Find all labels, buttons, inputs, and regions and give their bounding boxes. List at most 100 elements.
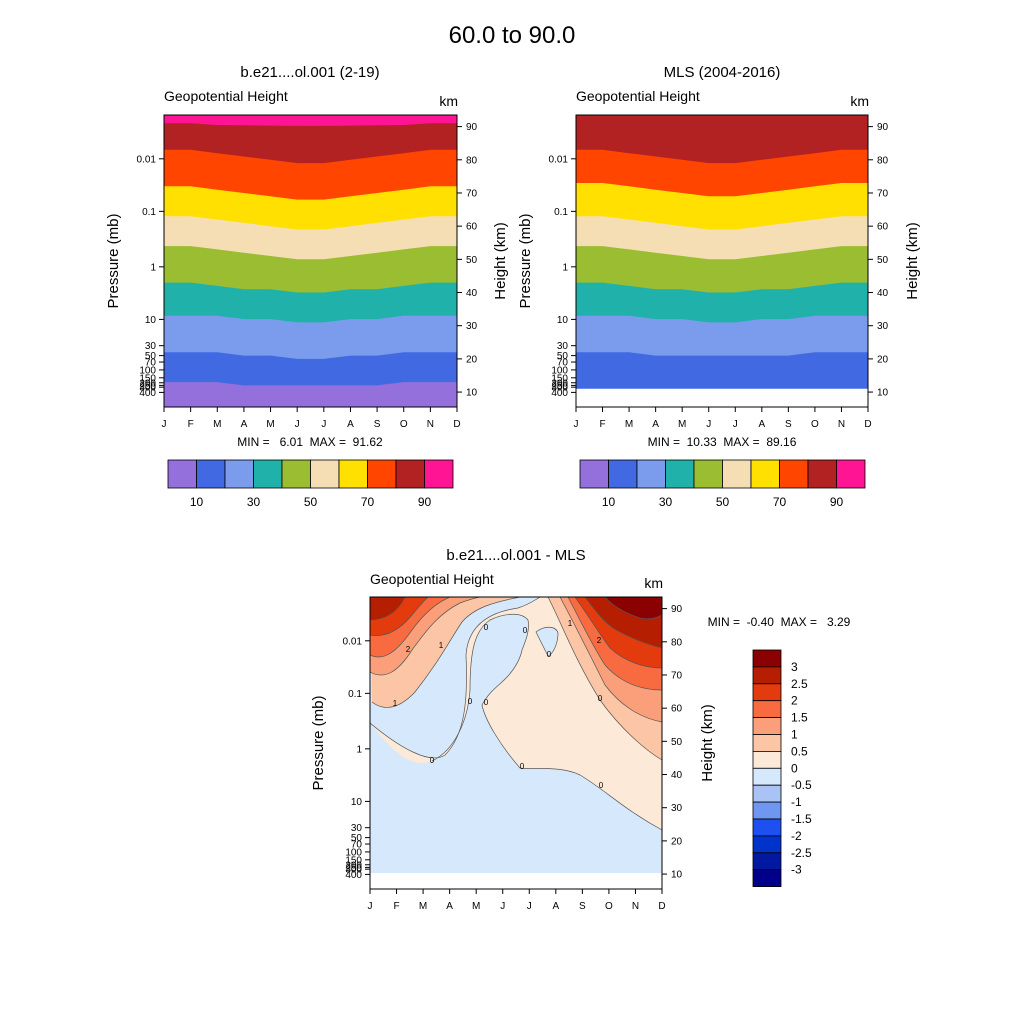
- y-tick-label: 30: [557, 341, 569, 352]
- contour-line: [567, 597, 662, 691]
- y-tick-label: 30: [145, 341, 157, 352]
- colorbar-label: 1.5: [791, 711, 808, 725]
- x-tick-label: F: [188, 419, 194, 430]
- contour-label: 0: [430, 756, 435, 765]
- y-tick-label-right: 40: [671, 770, 683, 781]
- contour-label: 0: [598, 694, 603, 703]
- y-tick-label: 250: [345, 863, 362, 874]
- y-tick-label-right: 70: [877, 188, 889, 199]
- y-tick-label: 10: [557, 315, 569, 326]
- x-tick-label: D: [864, 419, 871, 430]
- plot-frame: [163, 114, 458, 408]
- x-tick-label: N: [427, 419, 434, 430]
- y-tick-label-right: 80: [466, 155, 478, 166]
- colorbar-box: [722, 459, 752, 489]
- y-tick-label: 0.1: [554, 207, 568, 218]
- band-3-plus: [605, 597, 662, 619]
- min-max-stats: MIN = 6.01 MAX = 91.62: [237, 435, 383, 449]
- colorbar-label: -3: [791, 863, 802, 877]
- x-tick-label: A: [241, 419, 248, 430]
- colorbar-box: [779, 459, 809, 489]
- y-tick-label: 70: [351, 840, 363, 851]
- y-tick-label: 70: [557, 358, 569, 369]
- contour-line: [604, 597, 662, 620]
- colorbar-label: 1: [791, 728, 798, 742]
- colorbar-box: [281, 459, 311, 489]
- colorbar-label: 3: [791, 660, 798, 674]
- panel-subtitle: Geopotential Height: [370, 571, 494, 587]
- contour-line: [559, 597, 662, 723]
- no-data-region: [576, 388, 868, 407]
- colorbar-box: [752, 734, 782, 752]
- contour-label: 1: [439, 641, 444, 650]
- colorbar-box: [752, 835, 782, 854]
- colorbar-box: [752, 784, 782, 803]
- colorbar-label: 70: [773, 495, 787, 509]
- y-tick-label-right: 60: [671, 704, 683, 715]
- contour-label: 0: [520, 762, 525, 771]
- y-tick-label: 0.01: [137, 154, 157, 165]
- y-tick-label-right: 10: [671, 870, 683, 881]
- panel-subtitle: Geopotential Height: [164, 88, 288, 104]
- y-tick-label-right: 60: [466, 222, 478, 233]
- panel-title: b.e21....ol.001 (2-19): [240, 64, 379, 81]
- min-max-stats: MIN = 10.33 MAX = 89.16: [648, 435, 797, 449]
- contour-line: [370, 597, 429, 636]
- colorbar-label: 0.5: [791, 744, 808, 758]
- colorbar-box: [836, 459, 866, 489]
- x-tick-label: O: [811, 419, 819, 430]
- y-tick-label-right: 40: [877, 288, 889, 299]
- contour-line: [370, 597, 406, 621]
- y-tick-label: 0.01: [343, 636, 363, 647]
- colorbar-box: [338, 459, 368, 489]
- y-tick-label: 100: [345, 847, 362, 858]
- plot-frame: [369, 596, 663, 890]
- x-tick-label: J: [574, 419, 579, 430]
- y-tick-label-right: 10: [466, 388, 478, 399]
- colorbar-label: 10: [190, 495, 204, 509]
- y-tick-label: 30: [351, 823, 363, 834]
- y-tick-label-right: 20: [671, 836, 683, 847]
- colorbar-label: 2: [791, 694, 798, 708]
- x-tick-label: F: [393, 901, 399, 912]
- colorbar-label: 90: [418, 495, 432, 509]
- y-tick-label-right: 70: [466, 188, 478, 199]
- x-tick-label: S: [579, 901, 586, 912]
- colorbar-box: [636, 459, 666, 489]
- colorbar-label: 90: [830, 495, 844, 509]
- contour-label: 0: [523, 626, 528, 635]
- panel-title: MLS (2004-2016): [664, 64, 781, 81]
- x-tick-label: J: [733, 419, 738, 430]
- panel-unit: km: [439, 93, 458, 109]
- y-tick-label: 300: [139, 383, 156, 394]
- y-tick-label: 300: [551, 383, 568, 394]
- x-tick-label: S: [785, 419, 792, 430]
- x-tick-label: O: [400, 419, 408, 430]
- y-axis-label: Pressure (mb): [105, 213, 122, 308]
- x-tick-label: J: [321, 419, 326, 430]
- y-tick-label-right: 20: [877, 354, 889, 365]
- axes: J F M A M J J A S O N D0.010.1110305070100150200250…: [137, 122, 478, 430]
- colorbar-box: [253, 459, 283, 489]
- y-tick-label: 100: [551, 365, 568, 376]
- colorbar-box: [752, 700, 782, 719]
- contour-label: 0: [484, 698, 489, 707]
- colorbar-box: [752, 717, 782, 735]
- y-axis-label-right: Height (km): [699, 704, 716, 782]
- contour-fill: [576, 115, 868, 408]
- colorbar-label: 70: [361, 495, 375, 509]
- contour-label: 2: [406, 645, 411, 654]
- x-tick-label: A: [652, 419, 659, 430]
- colorbar-box: [752, 683, 782, 702]
- colorbar-box: [196, 459, 226, 489]
- y-axis-label: Pressure (mb): [517, 213, 534, 308]
- colorbar-box: [367, 459, 397, 489]
- y-tick-label-right: 10: [877, 388, 889, 399]
- x-tick-label: O: [605, 901, 613, 912]
- colorbar-box: [752, 852, 782, 871]
- colorbar-box: [424, 459, 454, 489]
- x-tick-label: M: [678, 419, 686, 430]
- x-tick-label: M: [213, 419, 221, 430]
- y-tick-label-right: 50: [877, 255, 889, 266]
- contour-line: [371, 597, 521, 708]
